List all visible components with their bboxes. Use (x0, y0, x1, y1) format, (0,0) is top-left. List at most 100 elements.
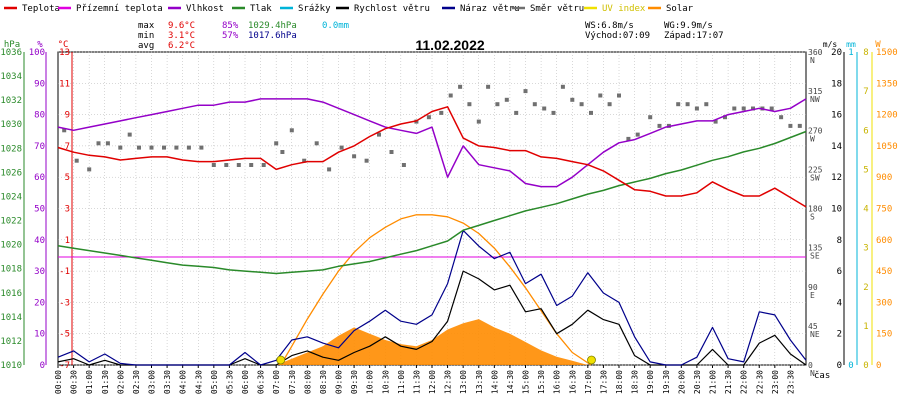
stats-max-label: max (138, 21, 155, 31)
wind-direction-point (87, 167, 92, 172)
x-tick-label: 09:30 (350, 370, 359, 394)
x-axis-label: čas (814, 370, 830, 381)
legend-label: Náraz větru (460, 4, 520, 14)
wind-direction-point (694, 106, 699, 111)
x-tick-label: 13:30 (475, 370, 484, 394)
x-tick-label: 11:00 (397, 370, 406, 394)
hpa-tick-label: 1024 (0, 192, 22, 202)
x-tick-label: 06:00 (241, 370, 250, 394)
x-tick-label: 10:00 (366, 370, 375, 394)
wind-direction-point (570, 97, 575, 102)
hpa-tick-label: 1022 (0, 217, 22, 227)
direction-tick-label: 315 (808, 87, 823, 96)
pressure-line (57, 130, 807, 275)
wind-direction-point (377, 132, 381, 137)
wind-direction-point (62, 128, 67, 133)
wind-tick-label: 20 (831, 48, 842, 58)
humidity-tick-label: 50 (34, 205, 45, 215)
temperature-tick-label: 1 (65, 236, 70, 246)
solar-tick-label: 900 (876, 173, 892, 183)
direction-letter-label: SW (810, 173, 820, 182)
wind-direction-point (186, 145, 191, 150)
wind-direction-point (779, 115, 784, 120)
hpa-tick-label: 1030 (0, 120, 22, 130)
wind-direction-point (236, 163, 241, 167)
solar-tick-label: 150 (876, 330, 892, 340)
wind-direction-point (74, 158, 79, 163)
humidity-tick-label: 30 (34, 267, 45, 277)
uv-tick-label: 6 (863, 126, 868, 136)
wind-tick-label: 0 (837, 361, 842, 371)
wind-direction-point (486, 84, 491, 89)
solar-tick-label: 600 (876, 236, 892, 246)
wind-direction-point (458, 84, 463, 89)
wind-direction-point (504, 97, 509, 102)
wind-direction-point (514, 110, 519, 115)
stats-temp-max: 9.6°C (168, 21, 195, 31)
stats-hum-max: 85% (222, 21, 239, 31)
temperature-tick-label: 7 (65, 142, 70, 152)
wind-tick-label: 14 (831, 142, 842, 152)
wind-direction-point (426, 115, 431, 120)
wind-direction-point (741, 106, 746, 111)
temperature-tick-label: -7 (59, 361, 70, 371)
hpa-tick-label: 1020 (0, 241, 22, 251)
direction-letter-label: NW (810, 95, 820, 104)
stats-min-label: min (138, 31, 154, 41)
wind-direction-point (788, 123, 793, 128)
hpa-tick-label: 1012 (0, 337, 22, 347)
x-tick-label: 19:30 (662, 370, 671, 394)
wind-direction-point (401, 163, 406, 167)
wind-direction-point (314, 141, 319, 146)
wind-direction-point (648, 115, 653, 120)
legend-label: Srážky (298, 4, 331, 14)
x-tick-label: 22:30 (755, 370, 764, 394)
solar-tick-label: 1200 (876, 111, 898, 121)
wind-tick-label: 10 (831, 205, 842, 215)
x-tick-label: 17:30 (599, 370, 608, 394)
solar-theoretical-line (280, 214, 592, 366)
temperature-tick-label: -3 (59, 298, 70, 308)
legend-label: Teplota (22, 4, 60, 14)
wind-direction-point (162, 145, 166, 150)
x-tick-label: 05:00 (210, 370, 219, 394)
stats-ws: WS:6.8m/s (585, 21, 634, 31)
wind-direction-point (523, 89, 528, 94)
wind-direction-point (448, 93, 453, 98)
temperature-tick-label: 9 (65, 111, 70, 121)
uv-tick-label: 5 (863, 165, 868, 175)
hpa-tick-label: 1032 (0, 96, 22, 106)
temperature-tick-label: 11 (59, 79, 70, 89)
hpa-tick-label: 1014 (0, 313, 22, 323)
hpa-tick-label: 1026 (0, 168, 22, 178)
solar-tick-label: 750 (876, 205, 892, 215)
humidity-tick-label: 80 (34, 111, 45, 121)
wind-direction-point (467, 102, 472, 107)
temperature-tick-label: 3 (65, 205, 70, 215)
wind-direction-point (676, 102, 681, 107)
stats-panel: max 9.6°C 85% 1029.4hPa 0.0mm min 3.1°C … (138, 21, 724, 51)
wind-tick-label: 8 (837, 236, 842, 246)
x-tick-label: 21:00 (709, 370, 718, 394)
stats-press-min: 1017.6hPa (248, 31, 297, 41)
x-tick-label: 02:00 (116, 370, 125, 394)
x-tick-label: 01:00 (85, 370, 94, 394)
direction-tick-label: 225 (808, 165, 823, 174)
x-tick-label: 14:00 (490, 370, 499, 394)
wind-direction-point (713, 119, 718, 124)
wind-tick-label: 18 (831, 79, 842, 89)
x-tick-label: 23:30 (786, 370, 795, 394)
x-tick-label: 10:30 (381, 370, 390, 394)
legend-label: Tlak (250, 4, 272, 14)
wind-direction-point (174, 145, 179, 150)
x-tick-label: 22:00 (740, 370, 749, 394)
uv-tick-label: 1 (863, 322, 868, 332)
humidity-tick-label: 10 (34, 330, 45, 340)
x-tick-label: 03:00 (148, 370, 157, 394)
x-tick-label: 06:30 (257, 370, 266, 394)
x-tick-label: 00:30 (70, 370, 79, 394)
wind-axis-unit: m/s (823, 40, 838, 49)
solar-tick-label: 300 (876, 298, 892, 308)
temperature-tick-label: -1 (59, 267, 70, 277)
direction-letter-label: N (810, 56, 815, 65)
